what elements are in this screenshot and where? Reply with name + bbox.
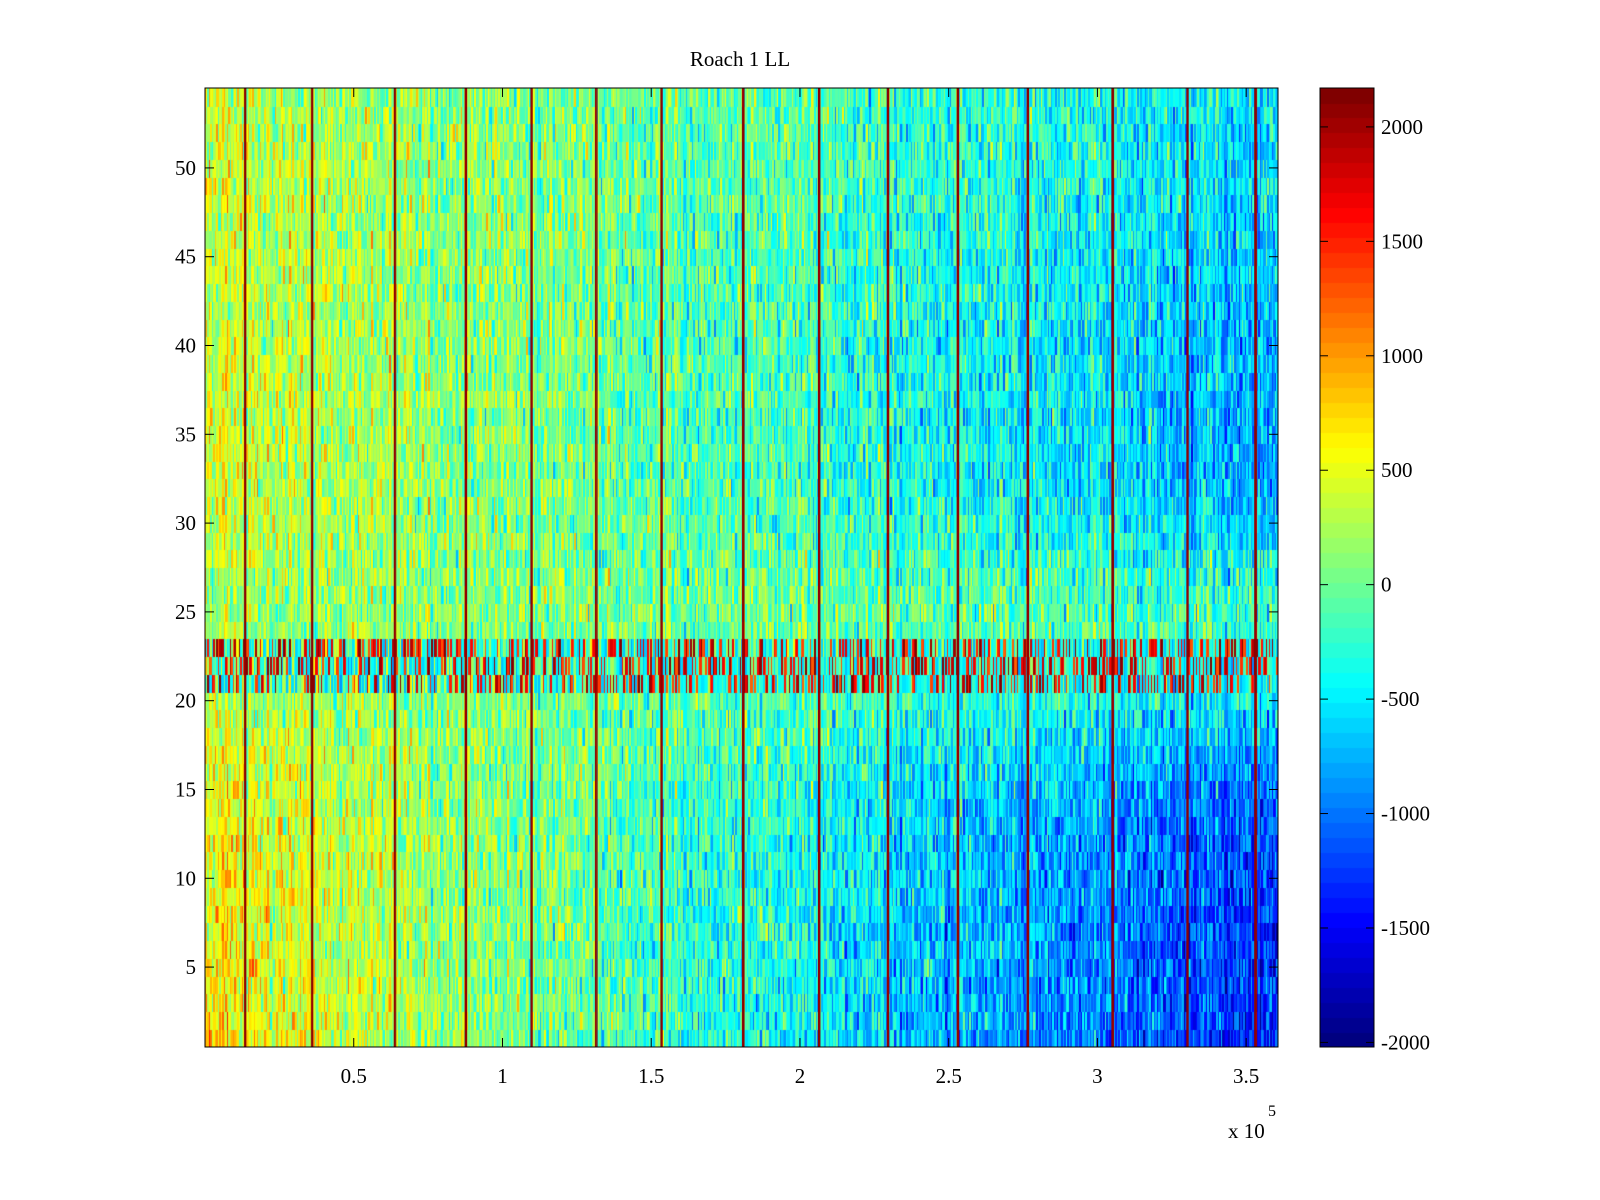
plot-frame bbox=[204, 87, 1279, 1048]
colorbar-frame bbox=[1319, 87, 1375, 1048]
x-multiplier: x 10 bbox=[1228, 1119, 1265, 1143]
x-tick-label: 0.5 bbox=[341, 1064, 367, 1088]
y-tick-label: 40 bbox=[175, 334, 196, 358]
heatmap-cells bbox=[205, 88, 1278, 1047]
x-tick-label: 3.5 bbox=[1233, 1064, 1259, 1088]
spike-column bbox=[243, 88, 247, 1047]
y-tick-label: 50 bbox=[175, 156, 196, 180]
colorbar-tick-label: 0 bbox=[1381, 573, 1392, 597]
colorbar-tick-label: 1500 bbox=[1381, 229, 1423, 253]
chart-title: Roach 1 LL bbox=[689, 47, 791, 71]
x-tick-label: 3 bbox=[1092, 1064, 1103, 1088]
colorbar-tick-label: -1000 bbox=[1381, 802, 1430, 826]
y-tick-label: 45 bbox=[175, 245, 196, 269]
spike-column bbox=[956, 88, 960, 1047]
colorbar-tick-label: 500 bbox=[1381, 458, 1413, 482]
spike-column bbox=[393, 88, 397, 1047]
y-tick-label: 20 bbox=[175, 689, 196, 713]
spike-column bbox=[742, 88, 745, 1047]
x-multiplier-exponent: 5 bbox=[1268, 1103, 1276, 1120]
spike-column bbox=[660, 88, 663, 1047]
spike-column bbox=[464, 88, 468, 1047]
colorbar bbox=[1320, 88, 1374, 1047]
x-tick-label: 1.5 bbox=[638, 1064, 664, 1088]
x-tick-label: 1 bbox=[497, 1064, 508, 1088]
colorbar-tick-label: -1500 bbox=[1381, 916, 1430, 940]
x-tick-label: 2.5 bbox=[936, 1064, 962, 1088]
y-tick-label: 35 bbox=[175, 422, 196, 446]
spike-column bbox=[886, 88, 890, 1047]
spike-column bbox=[1026, 88, 1030, 1047]
spike-column bbox=[1111, 88, 1114, 1047]
y-tick-label: 5 bbox=[186, 955, 197, 979]
spike-column bbox=[1254, 88, 1257, 1047]
colorbar-tick-label: -2000 bbox=[1381, 1030, 1430, 1054]
spike-column bbox=[530, 88, 533, 1047]
spike-column bbox=[1186, 88, 1189, 1047]
colorbar-tick-label: 2000 bbox=[1381, 115, 1423, 139]
spike-column bbox=[817, 88, 821, 1047]
colorbar-tick-label: -500 bbox=[1381, 687, 1420, 711]
y-tick-label: 15 bbox=[175, 777, 196, 801]
colorbar-tick-label: 1000 bbox=[1381, 344, 1423, 368]
x-tick-label: 2 bbox=[795, 1064, 806, 1088]
spike-column bbox=[595, 88, 598, 1047]
y-tick-label: 30 bbox=[175, 511, 196, 535]
y-tick-label: 10 bbox=[175, 866, 196, 890]
y-tick-label: 25 bbox=[175, 600, 196, 624]
spike-column bbox=[310, 88, 314, 1047]
plot-area bbox=[205, 88, 1278, 1047]
